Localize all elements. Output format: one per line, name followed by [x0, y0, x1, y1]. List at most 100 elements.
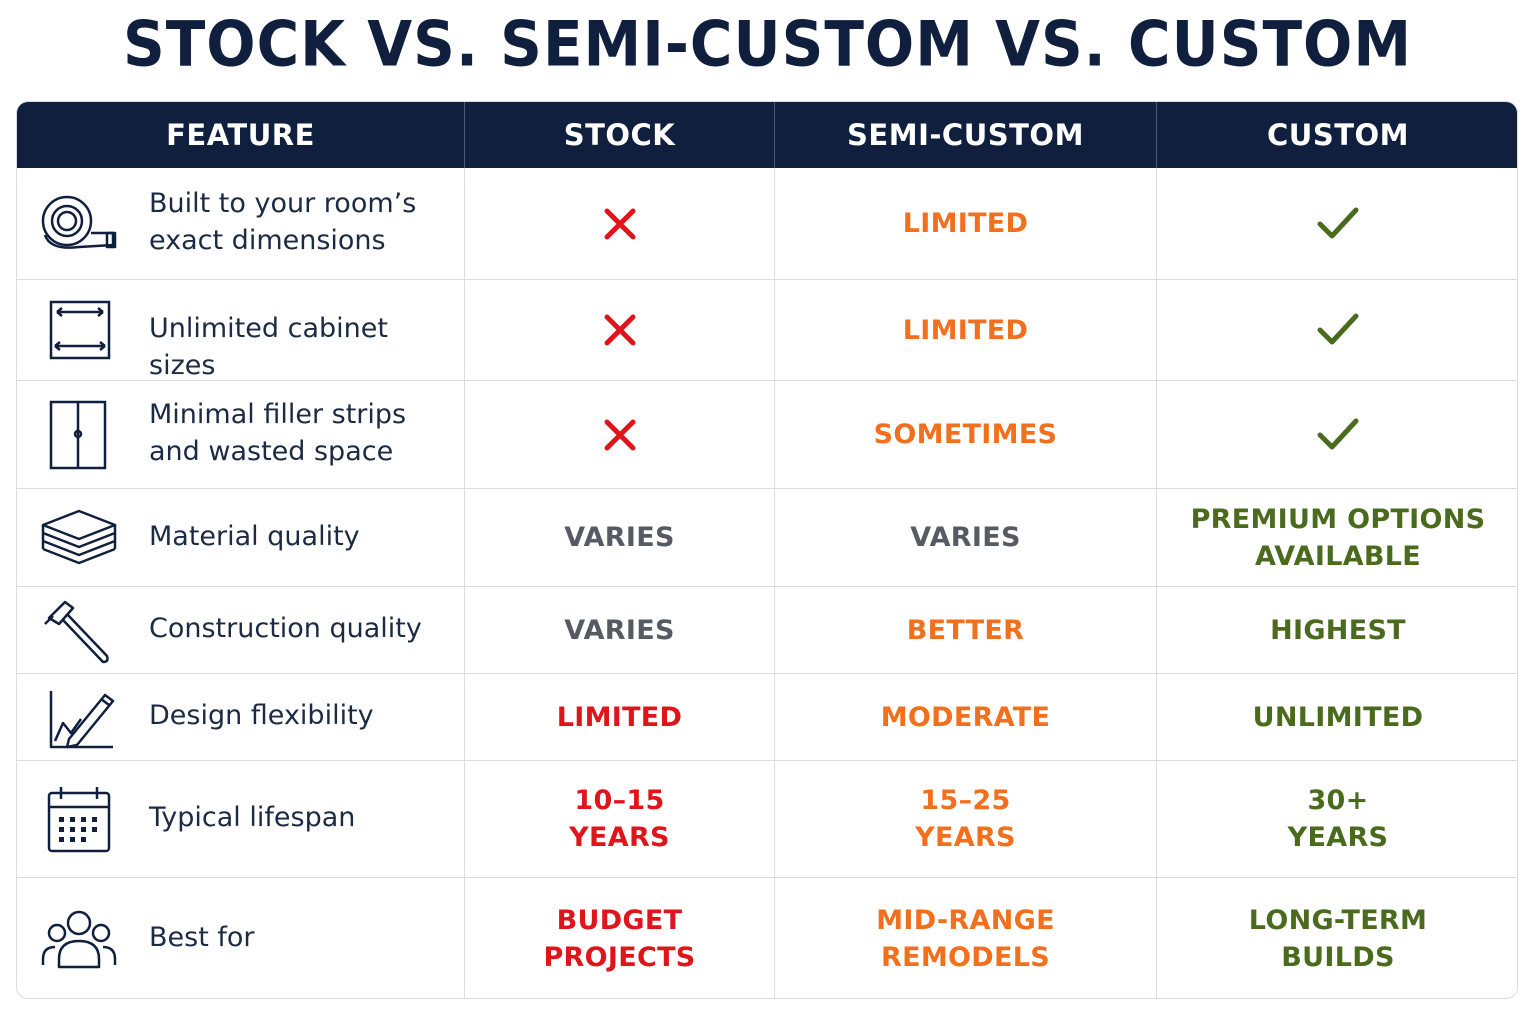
- feature-cell: Design flexibility: [17, 674, 464, 760]
- stock-cell: VARIES: [464, 489, 774, 586]
- check-mark-icon: [1316, 206, 1360, 242]
- feature-cell: Typical lifespan: [17, 761, 464, 877]
- feature-cell: Best for: [17, 878, 464, 998]
- design-pencil-icon: [39, 683, 119, 753]
- stock-cell: BUDGET PROJECTS: [464, 878, 774, 998]
- table-row: Material quality VARIES VARIES PREMIUM OPTI…: [17, 488, 1517, 586]
- header-feature: FEATURE: [166, 118, 315, 152]
- value-line: VARIES: [910, 522, 1021, 553]
- feature-label: Typical lifespan: [149, 799, 454, 836]
- custom-value: HIGHEST: [1270, 612, 1406, 649]
- value-line: 15–25: [920, 785, 1011, 816]
- table-row: Built to your room’s exact dimensions LIMI…: [17, 168, 1517, 279]
- semi-custom-cell: MODERATE: [774, 674, 1156, 760]
- semi-custom-cell: SOMETIMES: [774, 381, 1156, 488]
- feature-label-line: Best for: [149, 922, 255, 953]
- semi-custom-cell: LIMITED: [774, 168, 1156, 279]
- value-line: AVAILABLE: [1254, 540, 1422, 572]
- cabinet-dimensions-icon: [39, 296, 119, 366]
- semi-custom-value: BETTER: [907, 612, 1025, 649]
- table-row: Unlimited cabinet sizes LIMITED: [17, 279, 1517, 381]
- stock-cell: [464, 280, 774, 380]
- feature-cell: Construction quality: [17, 587, 464, 673]
- feature-label-line: and wasted space: [149, 436, 394, 467]
- feature-cell: Material quality: [17, 489, 464, 586]
- stock-value: VARIES: [564, 519, 675, 556]
- feature-label: Minimal filler strips and wasted space: [149, 396, 454, 470]
- x-mark-icon: [602, 417, 638, 453]
- value-line: YEARS: [1287, 822, 1389, 853]
- double-door-cabinet-icon: [39, 400, 119, 470]
- semi-custom-cell: MID-RANGE REMODELS: [774, 878, 1156, 998]
- value-line: UNLIMITED: [1252, 701, 1424, 733]
- value-line: PROJECTS: [543, 942, 696, 973]
- feature-label: Construction quality: [149, 610, 454, 647]
- value-line: REMODELS: [881, 942, 1050, 973]
- semi-custom-value: LIMITED: [903, 312, 1029, 349]
- value-line: LIMITED: [556, 701, 683, 733]
- feature-label-line: Design flexibility: [149, 700, 374, 731]
- value-line: LIMITED: [902, 208, 1029, 239]
- value-line: SOMETIMES: [873, 419, 1058, 450]
- feature-label: Best for: [149, 919, 454, 956]
- feature-label-line: Built to your room’s: [149, 187, 417, 219]
- table-row: Minimal filler strips and wasted space SOM…: [17, 380, 1517, 488]
- feature-label-line: Unlimited cabinet sizes: [149, 313, 388, 381]
- value-line: LIMITED: [902, 314, 1029, 346]
- tape-measure-icon: [39, 189, 119, 259]
- semi-custom-value: SOMETIMES: [874, 416, 1058, 453]
- value-line: HIGHEST: [1270, 614, 1406, 646]
- custom-cell: [1156, 168, 1517, 279]
- hammer-icon: [39, 596, 119, 666]
- table-row: Construction quality VARIES BETTER HIGHEST: [17, 586, 1517, 673]
- custom-value: LONG-TERM BUILDS: [1249, 902, 1427, 976]
- custom-cell: [1156, 381, 1517, 488]
- feature-cell: Built to your room’s exact dimensions: [17, 168, 464, 279]
- value-line: VARIES: [564, 522, 675, 553]
- feature-label: Built to your room’s exact dimensions: [149, 185, 454, 259]
- stock-value: BUDGET PROJECTS: [543, 902, 695, 976]
- semi-custom-value: MODERATE: [881, 699, 1051, 736]
- semi-custom-cell: VARIES: [774, 489, 1156, 586]
- stock-cell: [464, 168, 774, 279]
- header-semi-custom: SEMI-CUSTOM: [774, 102, 1156, 168]
- custom-cell: HIGHEST: [1156, 587, 1517, 673]
- stock-value: 10–15 YEARS: [569, 782, 670, 856]
- value-line: BUILDS: [1281, 942, 1395, 973]
- header-stock: STOCK: [464, 102, 774, 168]
- value-line: LONG-TERM: [1248, 905, 1428, 936]
- value-line: YEARS: [569, 822, 670, 853]
- custom-value: PREMIUM OPTIONS AVAILABLE: [1191, 501, 1486, 575]
- semi-custom-value: VARIES: [910, 519, 1021, 556]
- semi-custom-cell: 15–25 YEARS: [774, 761, 1156, 877]
- header-custom: CUSTOM: [1156, 102, 1517, 168]
- stock-cell: VARIES: [464, 587, 774, 673]
- table-row: Design flexibility LIMITED MODERATE UNLIMIT…: [17, 673, 1517, 760]
- feature-label-line: Typical lifespan: [149, 802, 356, 833]
- stock-value: VARIES: [564, 612, 675, 649]
- x-mark-icon: [602, 312, 638, 348]
- value-line: YEARS: [915, 822, 1016, 853]
- custom-cell: UNLIMITED: [1156, 674, 1517, 760]
- feature-label: Design flexibility: [149, 697, 454, 734]
- check-mark-icon: [1316, 312, 1360, 348]
- semi-custom-value: LIMITED: [903, 205, 1029, 242]
- semi-custom-value: MID-RANGE REMODELS: [876, 902, 1055, 976]
- feature-label-line: Construction quality: [149, 613, 422, 644]
- custom-cell: [1156, 280, 1517, 380]
- x-mark-icon: [602, 206, 638, 242]
- table-row: Typical lifespan 10–15 YEARS 15–25 YEARS 30+ Y…: [17, 760, 1517, 877]
- custom-cell: 30+ YEARS: [1156, 761, 1517, 877]
- material-layers-icon: [39, 503, 119, 573]
- value-line: PREMIUM OPTIONS: [1190, 503, 1486, 535]
- stock-value: LIMITED: [557, 699, 683, 736]
- stock-cell: 10–15 YEARS: [464, 761, 774, 877]
- semi-custom-cell: LIMITED: [774, 280, 1156, 380]
- custom-value: 30+ YEARS: [1288, 782, 1389, 856]
- custom-cell: PREMIUM OPTIONS AVAILABLE: [1156, 489, 1517, 586]
- page-title: STOCK VS. SEMI-CUSTOM VS. CUSTOM: [122, 7, 1413, 81]
- value-line: MODERATE: [880, 701, 1051, 733]
- feature-label-line: exact dimensions: [149, 224, 386, 256]
- feature-label: Material quality: [149, 518, 454, 555]
- feature-label-line: Minimal filler strips: [149, 399, 407, 430]
